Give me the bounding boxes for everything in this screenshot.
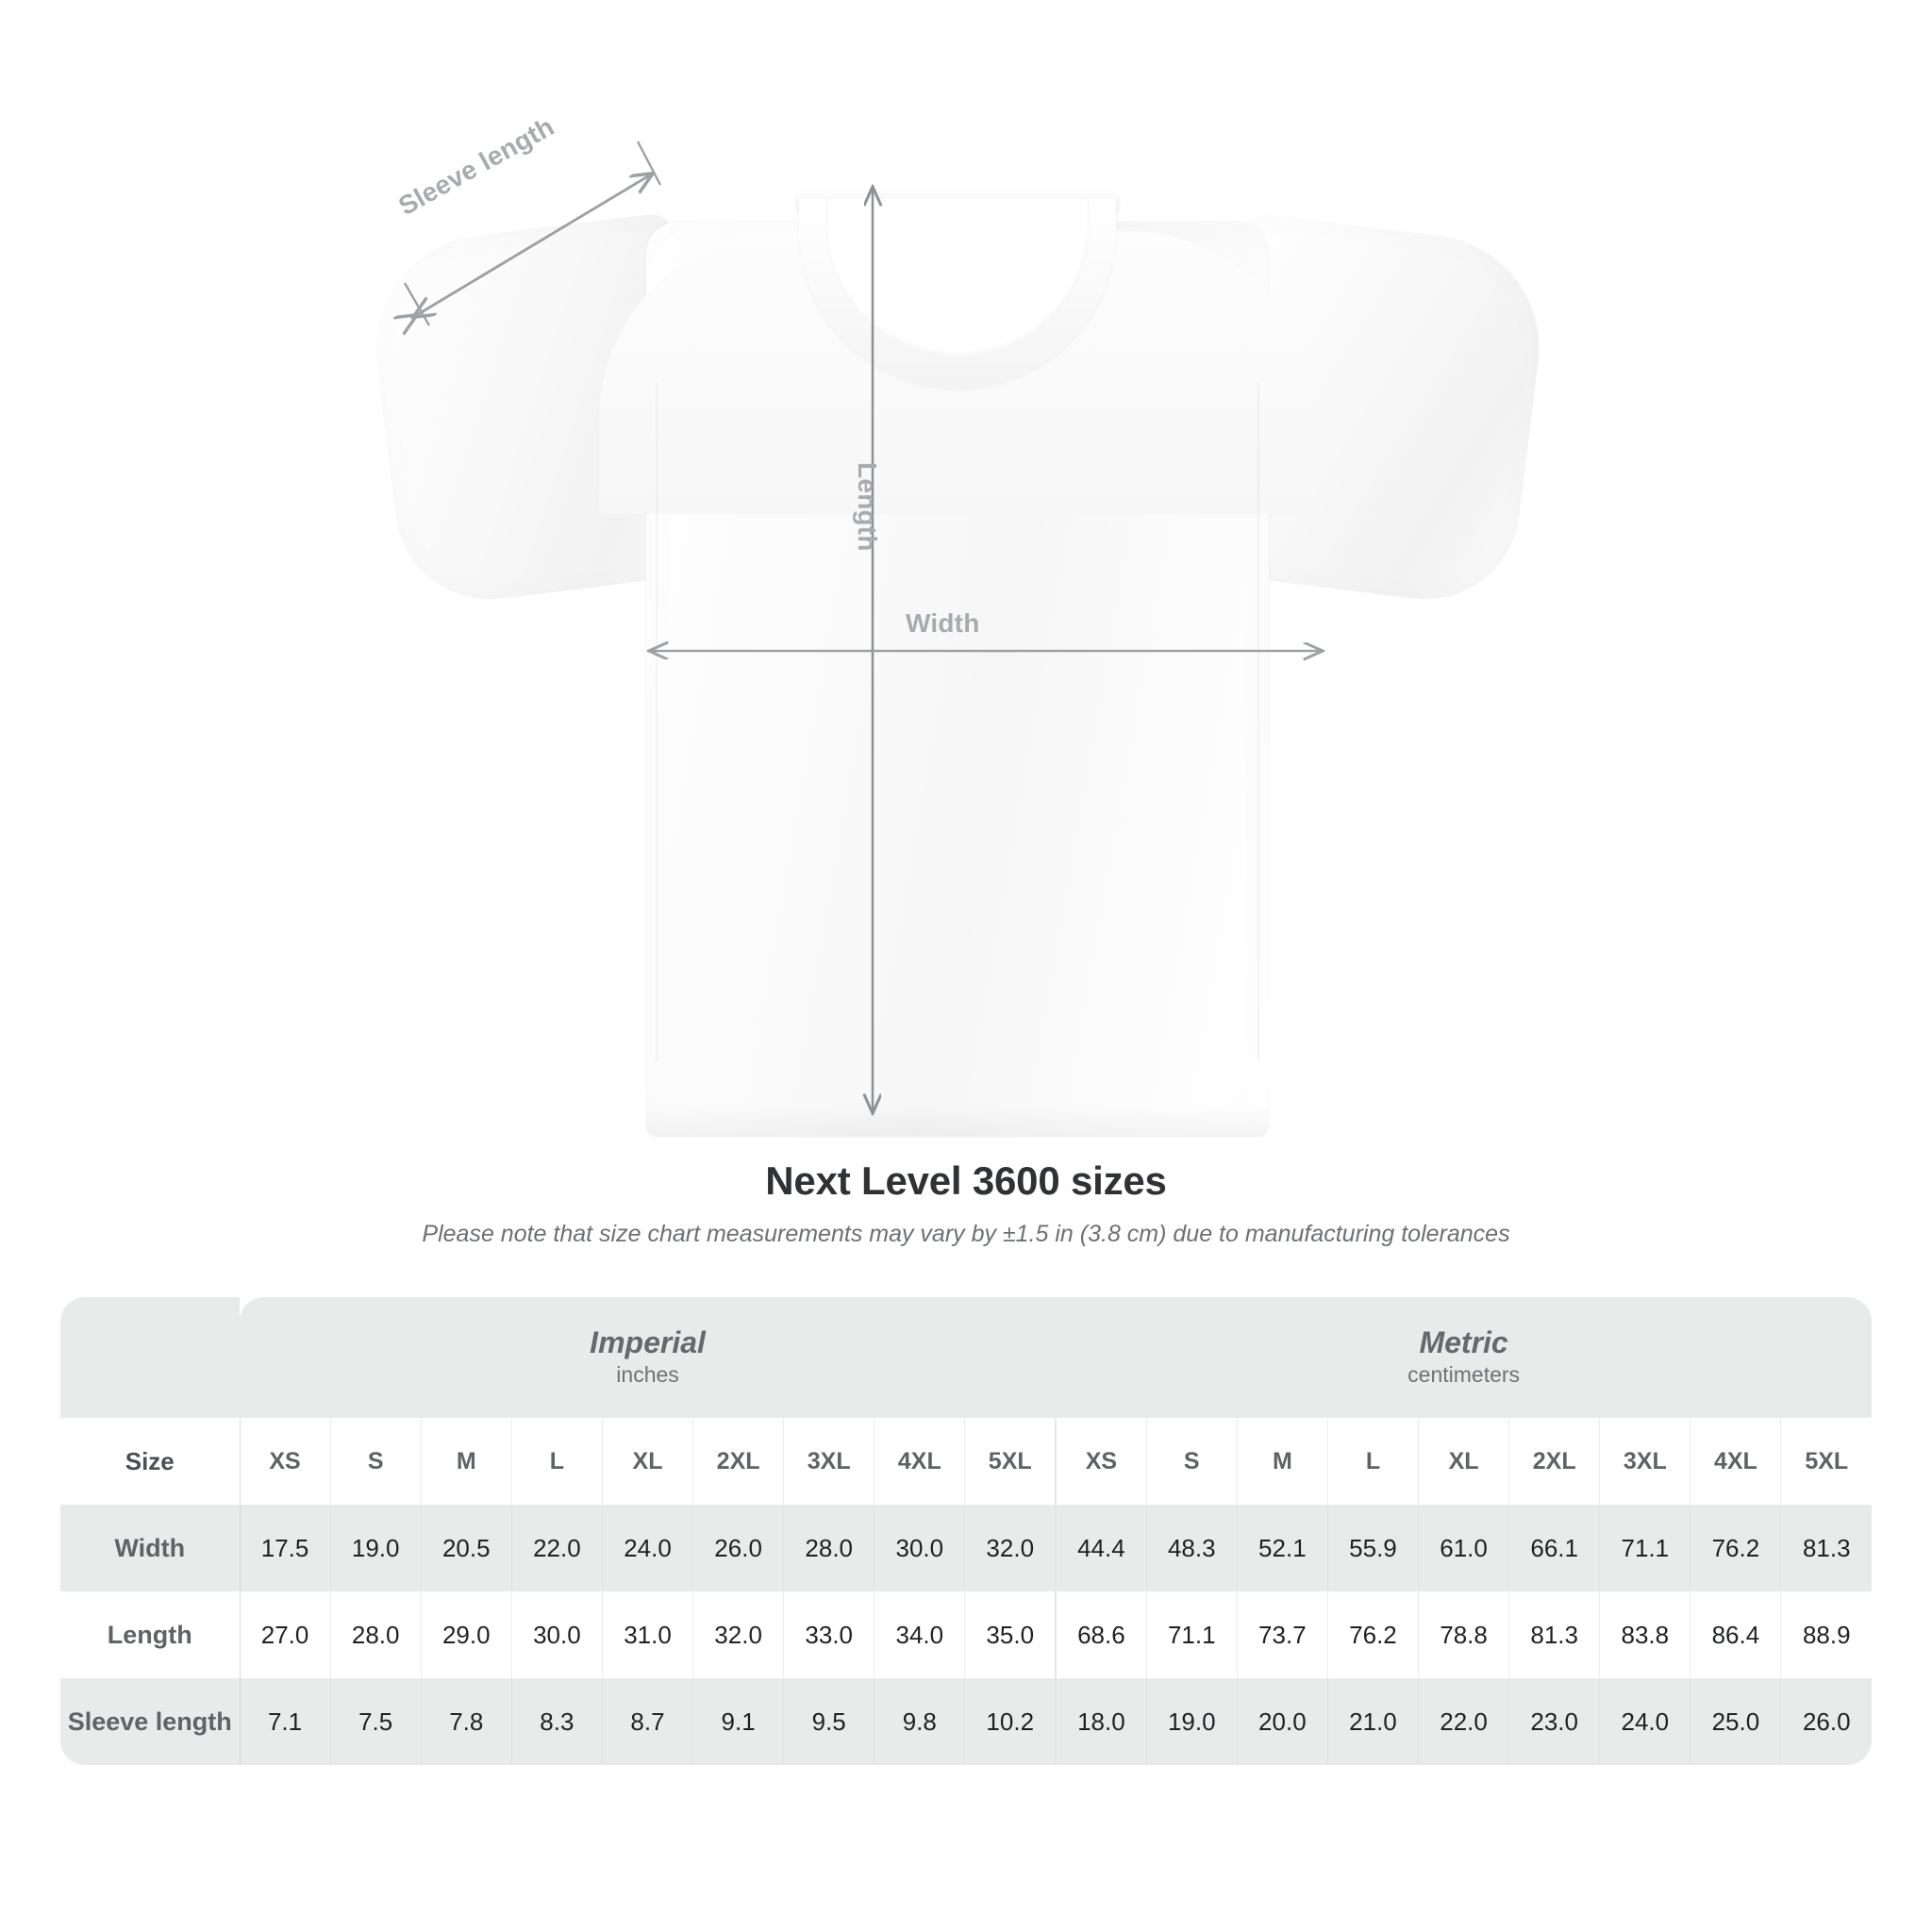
- size-header-metric-m: M: [1237, 1418, 1328, 1505]
- size-header-metric-3xl: 3XL: [1599, 1418, 1691, 1505]
- cell-width-imperial-3xl: 28.0: [783, 1505, 875, 1591]
- cell-width-metric-m: 52.1: [1237, 1505, 1328, 1591]
- cell-sleeve-length-imperial-5xl: 10.2: [964, 1678, 1057, 1765]
- size-header-imperial-2xl: 2XL: [692, 1418, 785, 1505]
- cell-sleeve-length-imperial-4xl: 9.8: [874, 1678, 966, 1765]
- cell-sleeve-length-imperial-xs: 7.1: [240, 1678, 331, 1765]
- cell-width-metric-s: 48.3: [1146, 1505, 1238, 1591]
- size-header-imperial-s: S: [330, 1418, 422, 1505]
- cell-sleeve-length-metric-m: 20.0: [1237, 1678, 1328, 1765]
- cell-length-metric-2xl: 81.3: [1508, 1591, 1601, 1678]
- cell-sleeve-length-imperial-l: 8.3: [511, 1678, 603, 1765]
- unit-header-spacer: [60, 1297, 240, 1418]
- size-header-imperial-xl: XL: [602, 1418, 694, 1505]
- size-header-imperial-3xl: 3XL: [783, 1418, 875, 1505]
- size-header-imperial-5xl: 5XL: [964, 1418, 1057, 1505]
- row-label-length: Length: [60, 1591, 241, 1678]
- cell-length-imperial-3xl: 33.0: [783, 1591, 875, 1678]
- cell-sleeve-length-imperial-s: 7.5: [330, 1678, 422, 1765]
- cell-sleeve-length-metric-4xl: 25.0: [1690, 1678, 1782, 1765]
- table-row: Length 27.0 28.0 29.0 30.0 31.0 32.0 33.0 34.0 35…: [60, 1591, 1873, 1678]
- table-row: Sleeve length 7.1 7.5 7.8 8.3 8.7 9.1 9.5 9.8 10.…: [60, 1678, 1873, 1765]
- cell-width-metric-4xl: 76.2: [1690, 1505, 1782, 1591]
- row-label-width: Width: [60, 1505, 241, 1591]
- size-label-row: Size XS S M L XL 2XL 3XL 4XL 5XL XS S M L XL 2XL 3XL 4XL 5…: [60, 1418, 1873, 1505]
- unit-header-metric: Metric centimeters: [1056, 1297, 1873, 1418]
- cell-width-imperial-s: 19.0: [330, 1505, 422, 1591]
- cell-length-imperial-s: 28.0: [330, 1591, 422, 1678]
- unit-header-row: Imperial inches Metric centimeters: [60, 1297, 1873, 1418]
- cell-sleeve-length-metric-xl: 22.0: [1418, 1678, 1510, 1765]
- size-header-metric-xl: XL: [1418, 1418, 1510, 1505]
- cell-width-metric-2xl: 66.1: [1508, 1505, 1601, 1591]
- unit-header-imperial: Imperial inches: [240, 1297, 1057, 1418]
- size-header-imperial-m: M: [421, 1418, 512, 1505]
- cell-width-metric-3xl: 71.1: [1599, 1505, 1691, 1591]
- cell-length-metric-xl: 78.8: [1418, 1591, 1510, 1678]
- cell-length-imperial-2xl: 32.0: [692, 1591, 785, 1678]
- cell-width-metric-xs: 44.4: [1055, 1505, 1147, 1591]
- length-annotation: Length: [853, 462, 882, 552]
- unit-subtitle: inches: [616, 1361, 679, 1387]
- size-header-metric-5xl: 5XL: [1780, 1418, 1873, 1505]
- cell-sleeve-length-metric-l: 21.0: [1327, 1678, 1420, 1765]
- size-header-metric-2xl: 2XL: [1508, 1418, 1601, 1505]
- cell-sleeve-length-metric-5xl: 26.0: [1780, 1678, 1873, 1765]
- cell-length-imperial-l: 30.0: [511, 1591, 603, 1678]
- cell-length-imperial-4xl: 34.0: [874, 1591, 966, 1678]
- size-column-header: Size: [60, 1418, 241, 1505]
- size-header-metric-4xl: 4XL: [1690, 1418, 1782, 1505]
- size-table-container: Imperial inches Metric centimeters Size XS S M L…: [60, 1297, 1873, 1765]
- cell-sleeve-length-imperial-2xl: 9.1: [692, 1678, 785, 1765]
- cell-width-imperial-xl: 24.0: [602, 1505, 694, 1591]
- width-annotation: Width: [906, 608, 980, 638]
- cell-length-imperial-xl: 31.0: [602, 1591, 694, 1678]
- cell-length-imperial-m: 29.0: [421, 1591, 512, 1678]
- cell-width-imperial-5xl: 32.0: [964, 1505, 1057, 1591]
- cell-length-imperial-5xl: 35.0: [964, 1591, 1057, 1678]
- cell-length-metric-5xl: 88.9: [1780, 1591, 1873, 1678]
- size-header-imperial-l: L: [511, 1418, 603, 1505]
- cell-length-metric-3xl: 83.8: [1599, 1591, 1691, 1678]
- cell-width-metric-xl: 61.0: [1418, 1505, 1510, 1591]
- tshirt-right-seam: [1257, 382, 1259, 1061]
- page-title: Next Level 3600 sizes: [765, 1158, 1167, 1203]
- cell-width-imperial-l: 22.0: [511, 1505, 603, 1591]
- cell-sleeve-length-metric-2xl: 23.0: [1508, 1678, 1601, 1765]
- cell-sleeve-length-metric-xs: 18.0: [1055, 1678, 1147, 1765]
- cell-width-metric-l: 55.9: [1327, 1505, 1420, 1591]
- row-label-sleeve-length: Sleeve length: [60, 1678, 241, 1765]
- size-header-metric-xs: XS: [1055, 1418, 1147, 1505]
- tshirt-diagram: Sleeve length Length Width: [362, 111, 1553, 1137]
- cell-length-metric-m: 73.7: [1237, 1591, 1328, 1678]
- size-table: Imperial inches Metric centimeters Size XS S M L…: [60, 1297, 1873, 1765]
- unit-name: Imperial: [590, 1325, 706, 1360]
- cell-sleeve-length-imperial-xl: 8.7: [602, 1678, 694, 1765]
- unit-name: Metric: [1419, 1325, 1508, 1360]
- cell-sleeve-length-imperial-3xl: 9.5: [783, 1678, 875, 1765]
- size-header-imperial-4xl: 4XL: [874, 1418, 966, 1505]
- cell-width-imperial-m: 20.5: [421, 1505, 512, 1591]
- size-header-metric-s: S: [1146, 1418, 1238, 1505]
- table-row: Width 17.5 19.0 20.5 22.0 24.0 26.0 28.0 30.0 32.…: [60, 1505, 1873, 1591]
- cell-sleeve-length-metric-s: 19.0: [1146, 1678, 1238, 1765]
- cell-sleeve-length-metric-3xl: 24.0: [1599, 1678, 1691, 1765]
- cell-length-imperial-xs: 27.0: [240, 1591, 331, 1678]
- cell-length-metric-s: 71.1: [1146, 1591, 1238, 1678]
- cell-length-metric-xs: 68.6: [1055, 1591, 1147, 1678]
- page-subtitle: Please note that size chart measurements…: [422, 1221, 1510, 1247]
- cell-width-imperial-4xl: 30.0: [874, 1505, 966, 1591]
- size-header-metric-l: L: [1327, 1418, 1420, 1505]
- tshirt-illustration: [362, 165, 1553, 1137]
- size-header-imperial-xs: XS: [240, 1418, 331, 1505]
- cell-sleeve-length-imperial-m: 7.8: [421, 1678, 512, 1765]
- unit-subtitle: centimeters: [1407, 1361, 1521, 1387]
- title-block: Next Level 3600 sizes Please note that s…: [0, 1158, 1932, 1248]
- tshirt-left-seam: [656, 382, 658, 1061]
- cell-width-imperial-2xl: 26.0: [692, 1505, 785, 1591]
- cell-width-imperial-xs: 17.5: [240, 1505, 331, 1591]
- cell-width-metric-5xl: 81.3: [1780, 1505, 1873, 1591]
- cell-length-metric-4xl: 86.4: [1690, 1591, 1782, 1678]
- cell-length-metric-l: 76.2: [1327, 1591, 1420, 1678]
